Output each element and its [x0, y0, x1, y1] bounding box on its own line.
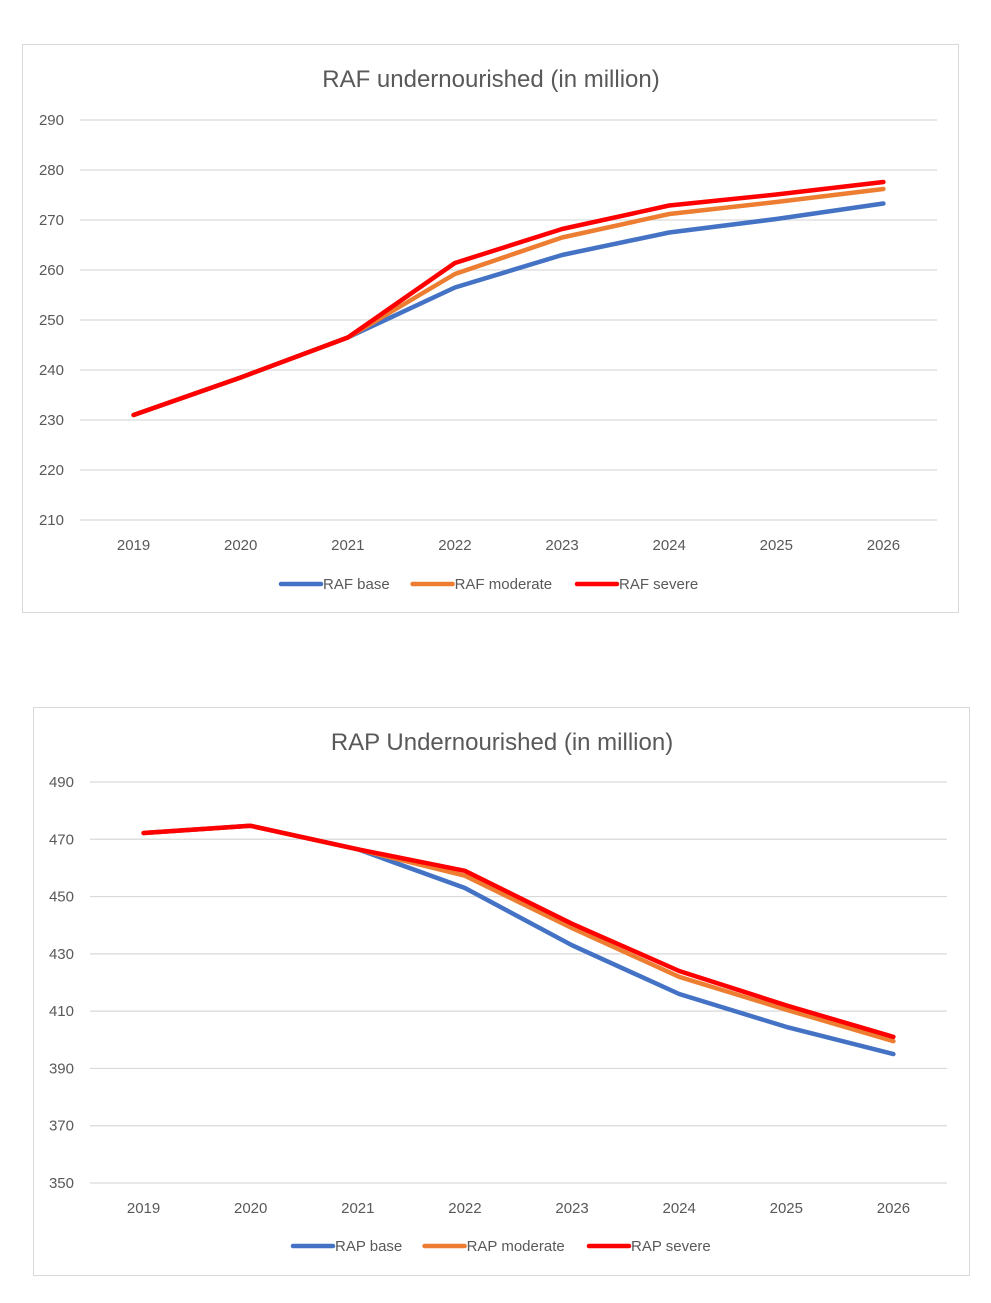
series-line-raf-base — [131, 201, 886, 418]
y-tick-label: 220 — [39, 462, 64, 479]
y-tick-label: 410 — [49, 1003, 74, 1020]
y-tick-label: 490 — [49, 774, 74, 791]
y-tick-label: 370 — [49, 1118, 74, 1135]
series-line-rap-base — [141, 823, 896, 1057]
y-tick-label: 390 — [49, 1060, 74, 1077]
y-tick-label: 260 — [39, 262, 64, 279]
y-tick-label: 470 — [49, 831, 74, 848]
y-tick-label: 280 — [39, 162, 64, 179]
y-tick-label: 210 — [39, 512, 64, 529]
chart-title: RAF undernourished (in million) — [322, 66, 659, 93]
x-tick-label: 2019 — [127, 1200, 160, 1217]
legend-label: RAF severe — [619, 576, 698, 593]
legend-label: RAP moderate — [467, 1238, 565, 1255]
series-line-raf-severe — [131, 179, 886, 418]
legend-label: RAP base — [335, 1238, 402, 1255]
x-tick-label: 2026 — [867, 537, 900, 554]
y-tick-label: 240 — [39, 362, 64, 379]
series-line-raf-moderate — [131, 186, 886, 418]
y-tick-label: 230 — [39, 412, 64, 429]
x-tick-label: 2025 — [770, 1200, 803, 1217]
x-tick-label: 2020 — [234, 1200, 267, 1217]
legend-label: RAF base — [323, 576, 390, 593]
y-tick-label: 430 — [49, 946, 74, 963]
x-tick-label: 2024 — [663, 1200, 696, 1217]
y-tick-label: 350 — [49, 1175, 74, 1192]
x-tick-label: 2025 — [760, 537, 793, 554]
chart-title: RAP Undernourished (in million) — [331, 729, 673, 756]
y-tick-label: 270 — [39, 212, 64, 229]
series-line-rap-moderate — [141, 823, 896, 1044]
y-tick-label: 250 — [39, 312, 64, 329]
raf-undernourished-chart: RAF undernourished (in million) 210 220 23… — [22, 44, 959, 613]
y-tick-label: 450 — [49, 889, 74, 906]
x-tick-label: 2024 — [653, 537, 686, 554]
rap-chart-svg: RAP Undernourished (in million) 350 370 39… — [49, 729, 947, 1255]
x-tick-label: 2023 — [545, 537, 578, 554]
x-tick-label: 2026 — [877, 1200, 910, 1217]
x-tick-label: 2019 — [117, 537, 150, 554]
series-line-rap-severe — [141, 823, 896, 1040]
raf-chart-svg: RAF undernourished (in million) 210 220 23… — [39, 66, 937, 593]
legend-label: RAF moderate — [455, 576, 553, 593]
y-tick-label: 290 — [39, 112, 64, 129]
x-tick-label: 2023 — [555, 1200, 588, 1217]
x-tick-label: 2020 — [224, 537, 257, 554]
x-tick-label: 2022 — [448, 1200, 481, 1217]
x-tick-label: 2021 — [341, 1200, 374, 1217]
x-tick-label: 2022 — [438, 537, 471, 554]
legend-label: RAP severe — [631, 1238, 711, 1255]
rap-undernourished-chart: RAP Undernourished (in million) 350 370 39… — [33, 707, 970, 1276]
x-tick-label: 2021 — [331, 537, 364, 554]
